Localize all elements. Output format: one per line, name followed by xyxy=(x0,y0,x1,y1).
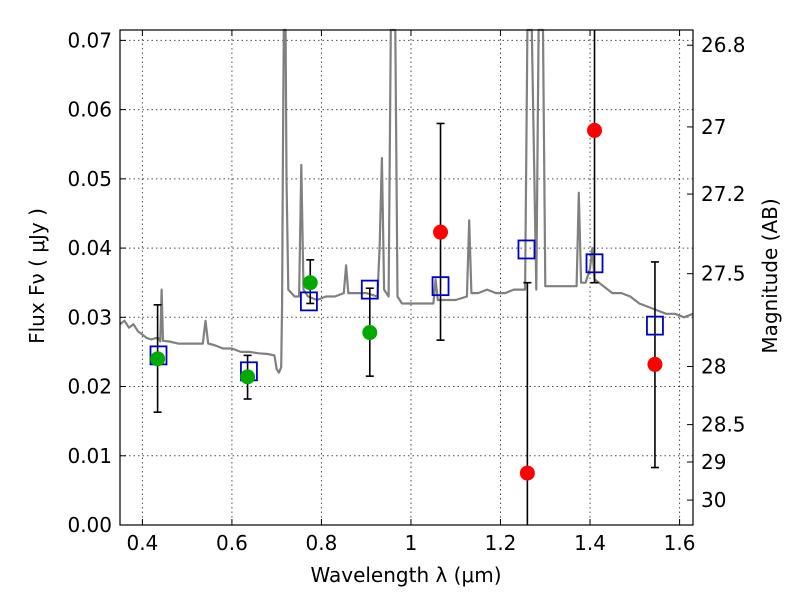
y-tick-label: 0.00 xyxy=(67,513,112,537)
square-marker xyxy=(300,291,318,312)
circle-marker xyxy=(519,465,535,481)
y-axis-label: Flux Fν ( μJy ) xyxy=(25,208,49,344)
error-bars xyxy=(153,30,659,525)
right-tick-label: 28 xyxy=(701,354,726,378)
square-marker xyxy=(646,315,664,336)
right-tick-label: 28.5 xyxy=(701,413,746,437)
circle-marker xyxy=(362,325,378,341)
circle-marker xyxy=(587,122,603,138)
x-tick-label: 1.2 xyxy=(485,531,517,555)
y-tick-label: 0.04 xyxy=(67,236,112,260)
y-axis-label-right: Magnitude (AB) xyxy=(758,198,782,353)
y-tick-label: 0.01 xyxy=(67,444,112,468)
x-tick-label: 1.6 xyxy=(664,531,696,555)
circle-marker xyxy=(240,369,256,385)
circle-marker xyxy=(647,356,663,372)
circle-marker xyxy=(433,224,449,240)
y-tick-label: 0.07 xyxy=(67,28,112,52)
x-tick-label: 1 xyxy=(405,531,418,555)
right-tick-label: 27.2 xyxy=(701,182,746,206)
right-tick-label: 30 xyxy=(701,488,726,512)
x-tick-label: 0.4 xyxy=(126,531,158,555)
tick-labels: 0.4 0.6 0.8 1 1.2 1.4 1.6 0.00 0.01 0.02 0.03 0.04 0… xyxy=(67,28,745,555)
y-tick-label: 0.02 xyxy=(67,375,112,399)
x-tick-label: 0.6 xyxy=(216,531,248,555)
x-axis-label: Wavelength λ (μm) xyxy=(310,563,501,587)
right-tick-label: 26.8 xyxy=(701,33,746,57)
right-tick-label: 29 xyxy=(701,450,726,474)
right-tick-label: 27.5 xyxy=(701,262,746,286)
plot-frame xyxy=(119,29,694,526)
x-tick-label: 0.8 xyxy=(306,531,338,555)
model-spectrum xyxy=(119,28,694,374)
circle-marker xyxy=(150,351,166,367)
right-tick-label: 27 xyxy=(701,115,726,139)
ticks xyxy=(120,30,693,526)
x-tick-label: 1.4 xyxy=(574,531,606,555)
circle-marker xyxy=(302,275,318,291)
spectrum-line xyxy=(119,28,694,374)
y-tick-label: 0.05 xyxy=(67,167,112,191)
square-marker xyxy=(360,279,379,300)
square-marker xyxy=(431,276,450,297)
square-marker xyxy=(585,253,604,274)
square-marker xyxy=(517,239,536,260)
y-tick-label: 0.03 xyxy=(67,305,112,329)
y-tick-label: 0.06 xyxy=(67,98,112,122)
grid xyxy=(120,30,693,526)
markers xyxy=(149,122,664,481)
